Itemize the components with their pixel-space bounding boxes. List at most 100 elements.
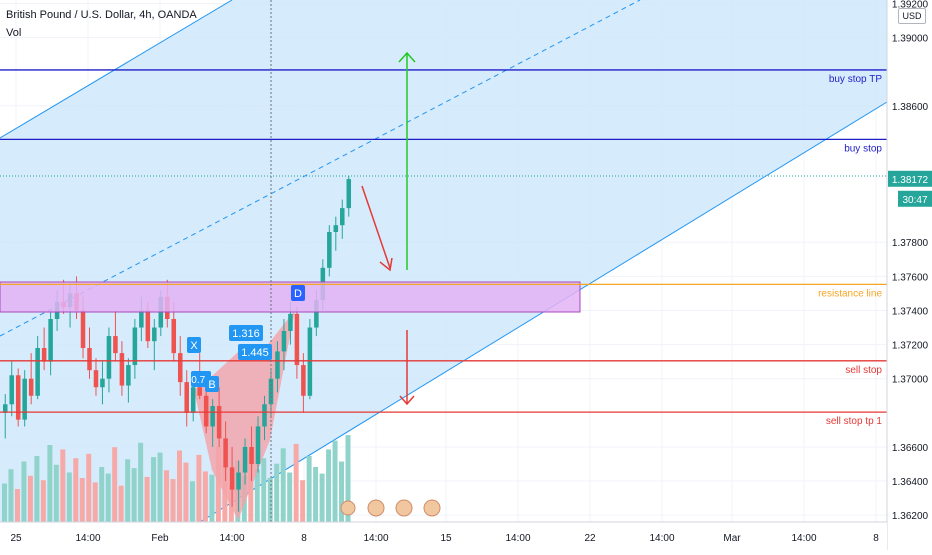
price-tick-label: 1.37000 <box>892 375 929 386</box>
time-tick-label: 15 <box>440 533 452 544</box>
volume-bar <box>66 472 72 522</box>
volume-bar <box>287 472 293 522</box>
time-tick-label: 14:00 <box>363 533 388 544</box>
volume-bar <box>40 480 46 522</box>
channel-mid-line[interactable] <box>0 0 641 337</box>
candle-body <box>28 378 34 396</box>
volume-bar <box>112 447 118 522</box>
volume-bar <box>8 469 14 522</box>
last-price-text: 1.38172 <box>892 175 929 186</box>
candle-body <box>2 404 8 413</box>
volume-bar <box>34 456 40 522</box>
volume-bar <box>151 457 157 522</box>
candle-body <box>340 208 345 226</box>
candle-body <box>223 438 228 468</box>
candle-body <box>216 406 222 439</box>
volume-bar <box>189 481 195 522</box>
parallel-channel-fill[interactable] <box>0 0 887 522</box>
currency-label[interactable]: USD <box>898 8 926 24</box>
candle-body <box>152 327 157 342</box>
candle-body <box>113 336 118 354</box>
candle-body <box>177 353 183 383</box>
candle-body <box>281 330 287 352</box>
candle-body <box>255 426 261 464</box>
volume-bar <box>2 483 7 522</box>
price-tick-label: 1.36200 <box>892 511 929 522</box>
pattern-labels[interactable]: X 0.74 B 1.316 1.445 D <box>187 285 305 392</box>
volume-bar <box>27 475 33 522</box>
pattern-point-d: D <box>294 288 302 300</box>
time-tick-label: 14:00 <box>219 533 244 544</box>
volume-bar <box>332 440 338 522</box>
candle-body <box>229 467 235 490</box>
price-tick-label: 1.36400 <box>892 477 929 488</box>
candle-body <box>288 313 293 331</box>
volume-bar <box>177 450 182 522</box>
volume-bar <box>306 456 312 522</box>
time-scale-bg <box>0 522 887 550</box>
candle-body <box>93 370 99 388</box>
level-label: sell stop tp 1 <box>826 416 883 427</box>
time-tick-label: 8 <box>301 533 307 544</box>
candle-body <box>184 382 189 413</box>
time-tick-label: 14:00 <box>505 533 530 544</box>
volume-bar <box>164 470 170 522</box>
volume-bar <box>60 449 66 522</box>
volume-bar <box>196 454 202 522</box>
pattern-point-x: X <box>190 340 198 352</box>
time-tick-label: 14:00 <box>75 533 100 544</box>
channel-upper-line[interactable] <box>0 0 233 139</box>
volume-bar <box>144 476 150 522</box>
volume-bar <box>261 458 267 522</box>
candle-body <box>87 348 92 371</box>
price-tick-label: 1.38600 <box>892 102 929 113</box>
pattern-ratio-2: 1.445 <box>241 347 269 359</box>
harmonic-pattern-fill[interactable] <box>194 310 295 520</box>
candle-body <box>106 336 112 379</box>
event-flags[interactable] <box>340 499 441 517</box>
time-tick-label: 25 <box>10 533 22 544</box>
level-label: sell stop <box>845 365 882 376</box>
volume-bar <box>157 452 163 522</box>
volume-bar <box>183 462 189 522</box>
volume-bar <box>209 474 215 522</box>
candle-body <box>15 375 21 420</box>
volume-bar <box>125 459 131 522</box>
price-scale-bg <box>887 0 932 522</box>
time-tick-label: 22 <box>584 533 596 544</box>
price-axis-ticks: 1.39200 1.39000 1.38600 1.37800 1.37600 1.374… <box>886 0 932 550</box>
candle-body <box>314 300 319 328</box>
forecast-arrows[interactable] <box>361 51 416 406</box>
candle-body <box>171 319 177 354</box>
candle-body <box>346 179 352 209</box>
candle-body <box>126 365 131 386</box>
volume-bar <box>73 458 79 522</box>
candle-body <box>327 232 332 268</box>
volume-bar <box>326 449 332 522</box>
candle-body <box>203 395 209 427</box>
time-tick-label: Feb <box>151 533 169 544</box>
candle-body <box>333 225 339 232</box>
last-price-tag <box>888 170 932 187</box>
candle-body <box>210 406 215 427</box>
level-label: resistance line <box>818 288 882 299</box>
volume-bar <box>345 435 351 522</box>
candle-body <box>9 375 14 405</box>
volume-bar <box>267 478 273 522</box>
chart-title: British Pound / U.S. Dollar, 4h, OANDA <box>6 9 197 21</box>
volume-bar <box>280 448 286 522</box>
resistance-zone[interactable] <box>0 281 581 313</box>
pattern-ratio-1: 1.316 <box>232 328 260 340</box>
price-tick-label: 1.36600 <box>892 443 929 454</box>
time-tick-label: 14:00 <box>791 533 816 544</box>
candle-body <box>307 327 313 396</box>
volume-bar <box>86 453 92 522</box>
candle-body <box>145 310 151 342</box>
candle-body <box>262 404 267 427</box>
level-label: buy stop <box>844 143 882 154</box>
volume-bar <box>202 471 208 522</box>
candle-body <box>139 310 144 328</box>
candle-body <box>41 348 47 362</box>
